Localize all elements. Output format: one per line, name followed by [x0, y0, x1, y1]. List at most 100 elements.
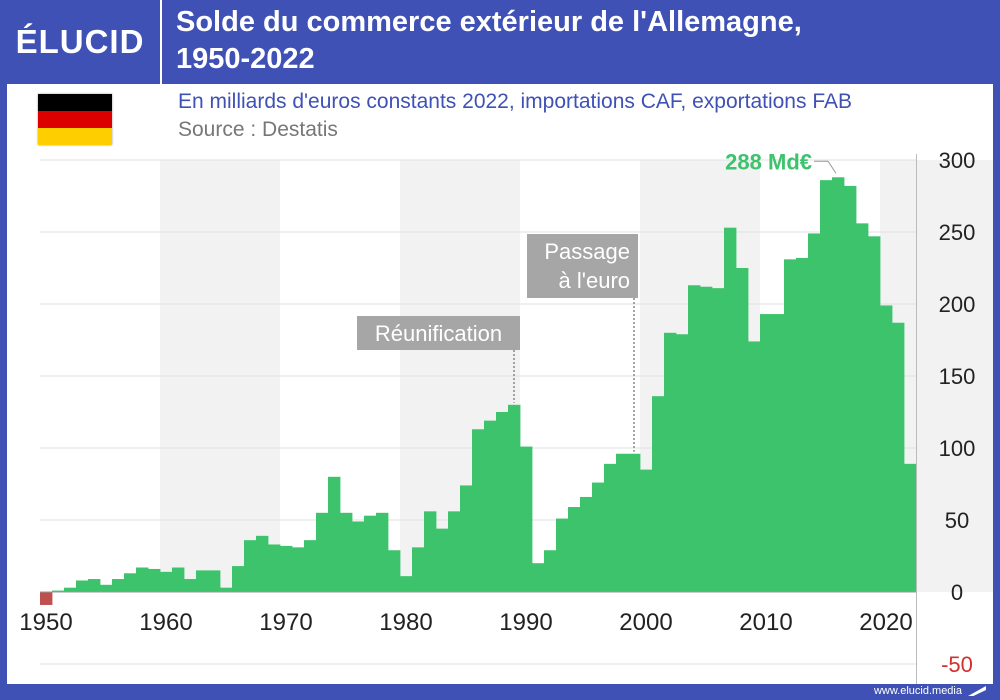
bar — [280, 545, 293, 592]
x-tick-label: 1950 — [19, 609, 72, 636]
bar — [232, 566, 245, 592]
bar — [88, 579, 101, 592]
bar — [760, 314, 773, 592]
bar — [904, 463, 917, 592]
euro-label-line2: à l'euro — [559, 268, 630, 293]
bar — [304, 540, 317, 592]
bar — [184, 579, 197, 592]
bar — [148, 568, 161, 592]
bar — [160, 571, 173, 592]
bar — [712, 288, 725, 592]
y-tick-label: 250 — [939, 220, 976, 245]
footer-url: www.elucid.media — [873, 685, 962, 697]
bar — [256, 535, 269, 592]
bar — [592, 482, 605, 592]
bar — [832, 177, 845, 592]
chart-panel: En milliards d'euros constants 2022, imp… — [7, 84, 993, 684]
bar — [136, 567, 149, 592]
bar — [640, 469, 653, 592]
y-tick-label: -50 — [941, 652, 973, 677]
chart-title: Solde du commerce extérieur de l'Allemag… — [176, 4, 986, 78]
germany-flag-icon — [38, 94, 112, 145]
bar — [64, 587, 77, 592]
bar — [772, 314, 785, 592]
euro-box — [527, 234, 638, 298]
chart-source: Source : Destatis — [178, 118, 338, 141]
x-tick-label: 1970 — [259, 609, 312, 636]
bar — [700, 286, 713, 592]
bar — [124, 573, 137, 592]
footer-logo-icon — [968, 686, 986, 696]
bar-chart: 300 250 200 150 100 50 0 -50 1950 1960 1970 1980 199… — [19, 148, 993, 684]
x-tick-label: 2020 — [859, 609, 912, 636]
bar — [820, 180, 833, 592]
bar — [112, 579, 125, 592]
bar — [628, 453, 641, 592]
bar — [616, 453, 629, 592]
bar — [76, 580, 89, 592]
header-bar: ÉLUCID Solde du commerce extérieur de l'… — [0, 0, 1000, 84]
chart-title-line1: Solde du commerce extérieur de l'Allemag… — [176, 6, 802, 38]
bar — [376, 512, 389, 592]
bar — [196, 570, 209, 592]
bar — [220, 587, 233, 592]
bar — [412, 547, 425, 592]
bar — [664, 332, 677, 592]
reunification-label: Réunification — [375, 321, 502, 346]
peak-leader-line — [814, 160, 837, 174]
bar — [460, 485, 473, 592]
bar — [724, 227, 737, 592]
bar — [676, 334, 689, 592]
bar — [868, 236, 881, 592]
bar — [652, 396, 665, 592]
x-tick-label: 2010 — [739, 609, 792, 636]
bar — [364, 515, 377, 592]
x-tick-label: 2000 — [619, 609, 672, 636]
y-tick-label: 100 — [939, 436, 976, 461]
bar — [784, 259, 797, 592]
logo-divider — [160, 0, 162, 84]
bar — [472, 429, 485, 592]
bar — [508, 404, 521, 592]
y-tick-label: 0 — [951, 580, 963, 605]
bar — [352, 521, 365, 592]
bar — [388, 550, 401, 592]
flag-stripe-black — [38, 94, 112, 111]
bar — [328, 476, 341, 592]
bar — [340, 512, 353, 592]
bar — [748, 341, 761, 592]
bar — [556, 518, 569, 592]
bar — [424, 511, 437, 592]
chart-subtitle: En milliards d'euros constants 2022, imp… — [178, 90, 852, 113]
bar — [172, 567, 185, 592]
bar — [484, 420, 497, 592]
bar — [208, 570, 221, 592]
bar — [268, 544, 281, 592]
bar — [400, 576, 413, 592]
bar — [880, 305, 893, 592]
peak-label: 288 Md€ — [725, 149, 812, 174]
flag-stripe-red — [38, 111, 112, 128]
y-tick-label: 200 — [939, 292, 976, 317]
x-tick-label: 1990 — [499, 609, 552, 636]
bar — [52, 590, 65, 592]
bar — [292, 547, 305, 592]
bar — [580, 496, 593, 592]
elucid-logo: ÉLUCID — [15, 23, 145, 60]
bar — [736, 268, 749, 592]
bar — [448, 511, 461, 592]
y-tick-label: 50 — [945, 508, 969, 533]
bar — [496, 412, 509, 592]
bar — [688, 285, 701, 592]
bar — [316, 512, 329, 592]
bar — [100, 584, 113, 592]
bar — [844, 185, 857, 593]
x-tick-label: 1980 — [379, 609, 432, 636]
bar — [40, 592, 53, 605]
bar — [796, 257, 809, 592]
bar — [568, 507, 581, 592]
bar — [892, 322, 905, 592]
chart-title-line2: 1950-2022 — [176, 43, 315, 75]
bar — [244, 540, 257, 592]
bar — [520, 446, 533, 592]
